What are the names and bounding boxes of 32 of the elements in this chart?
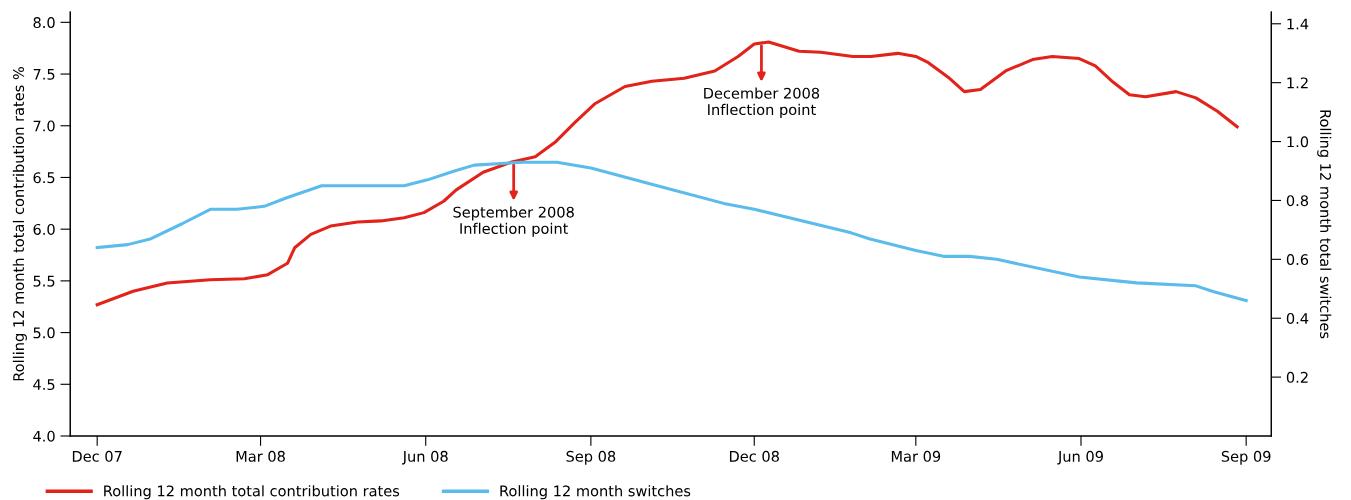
x-tick-label: Dec 07 (72, 450, 122, 462)
y2-tick-label: 1.4 (1287, 18, 1309, 30)
x-tick-label: Sep 09 (1221, 450, 1271, 465)
annotation: September 2008 Inflection point (453, 206, 574, 237)
x-tick-label: Mar 09 (891, 450, 941, 462)
y2-tick-label: 1.0 (1287, 136, 1309, 148)
y-tick-label: 6.5 (33, 172, 55, 184)
y2-axis-title: Rolling 12 month total switches (1317, 110, 1332, 339)
y2-tick-label: 0.6 (1286, 254, 1309, 266)
y-tick-label: 7.5 (33, 68, 55, 80)
x-tick-label: Dec 08 (729, 450, 779, 462)
y2-tick-label: 0.2 (1286, 371, 1308, 383)
y2-tick-label: 1.2 (1287, 77, 1308, 89)
y-tick-label: 5.5 (33, 275, 55, 287)
x-tick-label: Jun 08 (401, 450, 448, 465)
y-tick-label: 4.0 (33, 430, 55, 442)
y-axis-title: Rolling 12 month total contribution rates % (12, 67, 27, 381)
line-series (95, 160, 1248, 303)
y-tick-label: 5.0 (33, 327, 55, 339)
y2-tick-label: 0.8 (1286, 195, 1309, 207)
legend-label: Rolling 12 month total contribution rates (104, 485, 400, 500)
y2-tick-label: 0.4 (1286, 312, 1309, 324)
y-tick-label: 8.0 (33, 17, 55, 29)
line-series (95, 40, 1239, 307)
x-tick-label: Jun 09 (1057, 450, 1103, 465)
y-tick-label: 6.0 (33, 223, 55, 235)
x-tick-label: Mar 08 (236, 450, 285, 462)
y-tick-label: 4.5 (33, 379, 55, 391)
legend-label: Rolling 12 month switches (500, 485, 691, 500)
x-tick-label: Sep 08 (566, 450, 616, 465)
annotation: December 2008 Inflection point (704, 87, 820, 118)
y-tick-label: 7.0 (33, 120, 55, 132)
